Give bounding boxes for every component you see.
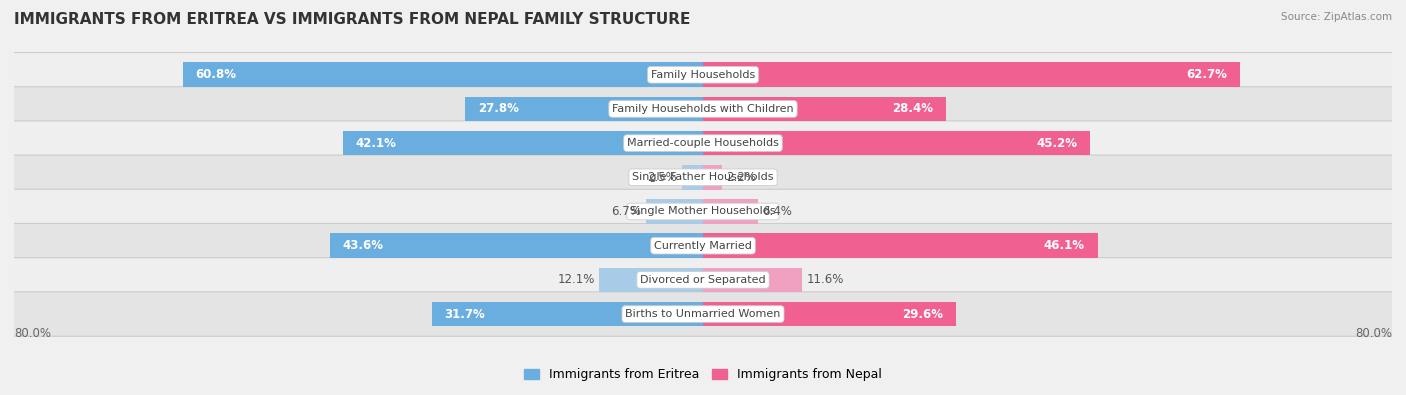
Text: Single Father Households: Single Father Households xyxy=(633,172,773,182)
Text: 27.8%: 27.8% xyxy=(478,102,519,115)
Text: 80.0%: 80.0% xyxy=(14,327,51,340)
Bar xyxy=(703,199,758,224)
Text: 31.7%: 31.7% xyxy=(444,308,485,321)
Bar xyxy=(703,131,1090,155)
FancyBboxPatch shape xyxy=(8,258,1398,302)
Bar xyxy=(599,267,703,292)
Text: IMMIGRANTS FROM ERITREA VS IMMIGRANTS FROM NEPAL FAMILY STRUCTURE: IMMIGRANTS FROM ERITREA VS IMMIGRANTS FR… xyxy=(14,12,690,27)
Text: Family Households with Children: Family Households with Children xyxy=(612,104,794,114)
Text: Births to Unmarried Women: Births to Unmarried Women xyxy=(626,309,780,319)
Text: 11.6%: 11.6% xyxy=(807,273,844,286)
Bar xyxy=(682,165,703,190)
Text: Divorced or Separated: Divorced or Separated xyxy=(640,275,766,285)
Text: 60.8%: 60.8% xyxy=(195,68,236,81)
FancyBboxPatch shape xyxy=(8,224,1398,268)
Text: 62.7%: 62.7% xyxy=(1185,68,1227,81)
Bar xyxy=(343,131,703,155)
Bar xyxy=(703,267,803,292)
Text: 6.7%: 6.7% xyxy=(612,205,641,218)
Text: 2.2%: 2.2% xyxy=(725,171,756,184)
Bar xyxy=(703,233,1098,258)
Bar xyxy=(183,62,703,87)
Bar xyxy=(432,302,703,326)
FancyBboxPatch shape xyxy=(8,87,1398,131)
Bar xyxy=(703,62,1240,87)
Bar xyxy=(330,233,703,258)
Text: Source: ZipAtlas.com: Source: ZipAtlas.com xyxy=(1281,12,1392,22)
Text: Family Households: Family Households xyxy=(651,70,755,80)
Text: 28.4%: 28.4% xyxy=(893,102,934,115)
Text: 45.2%: 45.2% xyxy=(1036,137,1077,150)
Bar xyxy=(465,97,703,121)
FancyBboxPatch shape xyxy=(8,189,1398,234)
Text: 12.1%: 12.1% xyxy=(558,273,595,286)
Legend: Immigrants from Eritrea, Immigrants from Nepal: Immigrants from Eritrea, Immigrants from… xyxy=(519,363,887,386)
Text: Single Mother Households: Single Mother Households xyxy=(630,207,776,216)
Text: 42.1%: 42.1% xyxy=(356,137,396,150)
Text: 2.5%: 2.5% xyxy=(648,171,678,184)
Bar xyxy=(645,199,703,224)
FancyBboxPatch shape xyxy=(8,121,1398,166)
Text: 6.4%: 6.4% xyxy=(762,205,792,218)
Text: Married-couple Households: Married-couple Households xyxy=(627,138,779,148)
Text: 43.6%: 43.6% xyxy=(343,239,384,252)
Bar xyxy=(703,302,956,326)
Bar xyxy=(703,97,946,121)
Text: 80.0%: 80.0% xyxy=(1355,327,1392,340)
Text: 29.6%: 29.6% xyxy=(903,308,943,321)
FancyBboxPatch shape xyxy=(8,155,1398,199)
FancyBboxPatch shape xyxy=(8,53,1398,97)
Text: 46.1%: 46.1% xyxy=(1043,239,1084,252)
Bar xyxy=(703,165,721,190)
FancyBboxPatch shape xyxy=(8,292,1398,336)
Text: Currently Married: Currently Married xyxy=(654,241,752,251)
